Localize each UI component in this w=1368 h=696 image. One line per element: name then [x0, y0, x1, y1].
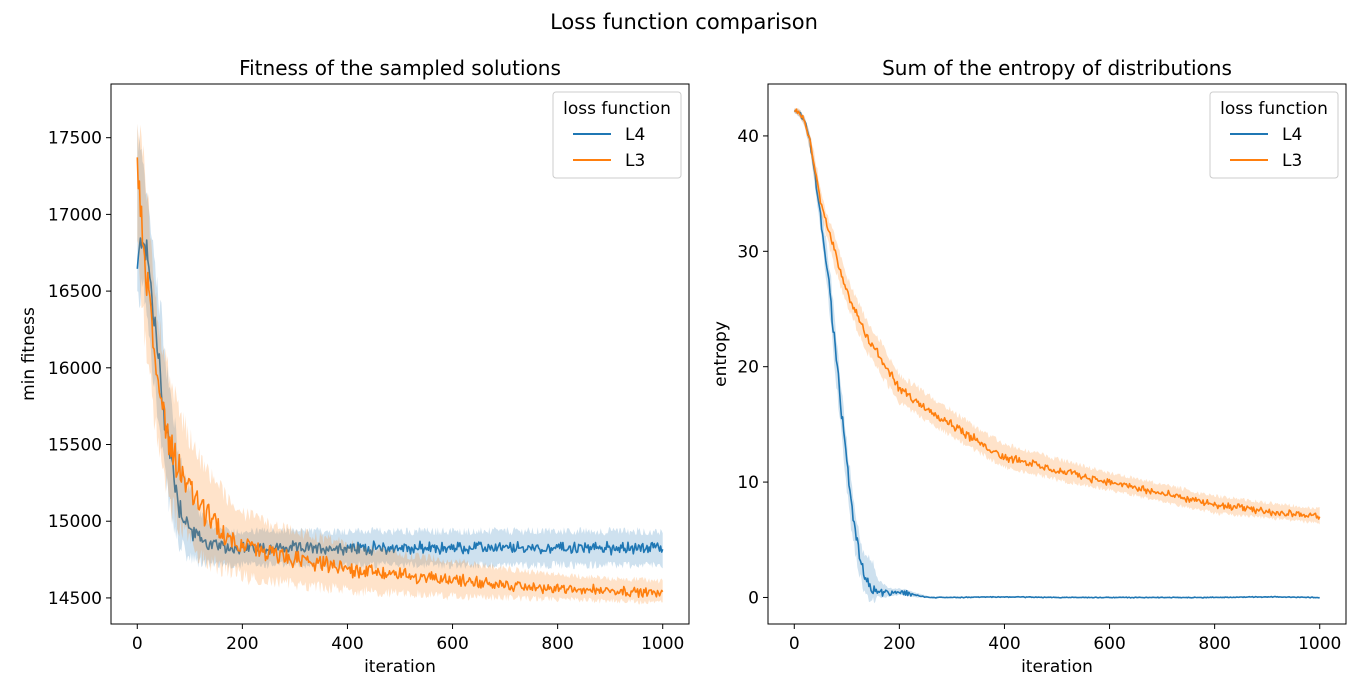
y-tick-label: 15500 — [48, 436, 102, 456]
x-tick-label: 200 — [226, 634, 258, 654]
x-tick-label: 1000 — [641, 634, 684, 654]
x-tick-label: 0 — [789, 634, 800, 654]
y-tick-label: 30 — [737, 242, 759, 262]
series-l3-line — [136, 157, 664, 598]
series-l4-line — [793, 109, 1320, 599]
legend-box — [552, 91, 682, 179]
legend-title: loss function — [1220, 99, 1328, 119]
legend: loss function L4 L3 — [1209, 91, 1339, 179]
y-tick-label: 10 — [737, 473, 759, 493]
y-tick-label: 17500 — [48, 129, 102, 149]
legend-label-l4: L4 — [1282, 125, 1302, 145]
y-tick-label: 15000 — [48, 512, 102, 532]
x-axis-label: iteration — [1021, 657, 1093, 677]
axes-frame — [767, 83, 1347, 625]
series-l4-line — [136, 237, 664, 556]
legend-label-l3: L3 — [1282, 151, 1302, 171]
legend-label-l3: L3 — [625, 151, 645, 171]
y-tick-label: 17000 — [48, 205, 102, 225]
legend-label-l4: L4 — [625, 125, 645, 145]
y-tick-label: 0 — [748, 588, 759, 608]
legend-title: loss function — [563, 99, 671, 119]
y-tick-label: 40 — [737, 127, 759, 147]
x-tick-label: 600 — [436, 634, 468, 654]
x-axis-label: iteration — [364, 657, 436, 677]
x-tick-label: 600 — [1093, 634, 1125, 654]
x-tick-label: 800 — [1198, 634, 1230, 654]
y-axis-label: min fitness — [19, 307, 39, 401]
series-l4-band — [137, 123, 663, 570]
chart-title: Sum of the entropy of distributions — [882, 56, 1232, 80]
legend-box — [1209, 91, 1339, 179]
chart-panel-fitness: 0 200 400 600 800 1000 14500 15000 15500 16000 165… — [19, 56, 690, 677]
y-tick-label: 14500 — [48, 589, 102, 609]
x-tick-label: 200 — [883, 634, 915, 654]
chart-title: Fitness of the sampled solutions — [239, 56, 561, 80]
x-tick-label: 0 — [132, 634, 143, 654]
y-tick-label: 20 — [737, 358, 759, 378]
x-tick-label: 400 — [988, 634, 1020, 654]
y-tick-label: 16500 — [48, 282, 102, 302]
legend: loss function L4 L3 — [552, 91, 682, 179]
x-tick-label: 1000 — [1298, 634, 1341, 654]
x-tick-label: 400 — [331, 634, 363, 654]
series-l3-line — [794, 108, 1321, 520]
chart-panel-entropy: 0 200 400 600 800 1000 0 10 20 30 40 Sum of the ent… — [711, 56, 1347, 677]
y-tick-label: 16000 — [48, 359, 102, 379]
y-axis-label: entropy — [711, 321, 731, 387]
x-tick-label: 800 — [541, 634, 573, 654]
axes-frame — [110, 83, 690, 625]
figure-suptitle: Loss function comparison — [550, 10, 818, 34]
